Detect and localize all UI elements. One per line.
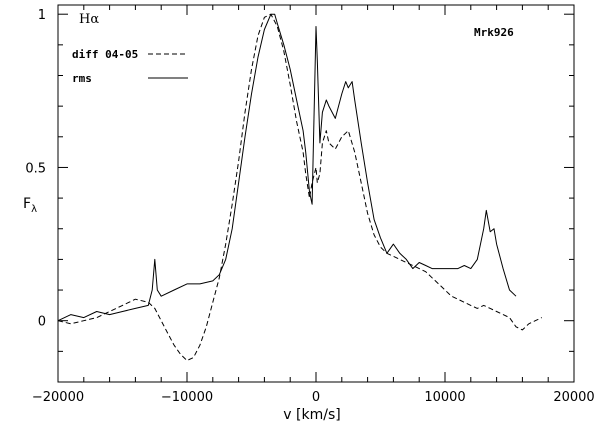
y-tick-label: 1: [38, 8, 46, 23]
x-tick-label: −20000: [32, 390, 84, 405]
y-tick-label: 0.5: [25, 161, 46, 176]
y-axis-title: Fλ: [23, 196, 37, 215]
x-tick-label: −10000: [161, 390, 213, 405]
legend: diff 04-05 rms: [72, 48, 188, 85]
y-tick-label: 0: [38, 315, 46, 330]
x-axis-title: v [km/s]: [283, 407, 340, 423]
plot-frame: [57, 4, 575, 383]
series-line-rms: [57, 13, 517, 322]
ticks-group: −20000 −10000 0 10000 20000 0 0.5 1: [25, 5, 595, 405]
y-axis-title-main: F: [23, 196, 31, 212]
x-tick-label: 20000: [553, 390, 594, 405]
series-line-diff-04-05: [57, 13, 543, 361]
plot-frame-group: [57, 4, 575, 383]
x-tick-label: 0: [312, 390, 320, 405]
legend-label: rms: [72, 72, 92, 85]
x-tick-label: 10000: [424, 390, 465, 405]
series-group: [57, 13, 543, 361]
y-axis-title-subscript: λ: [31, 204, 37, 215]
line-label: Hα: [79, 12, 99, 27]
object-label: Mrk926: [474, 26, 514, 39]
legend-label: diff 04-05: [72, 48, 138, 61]
